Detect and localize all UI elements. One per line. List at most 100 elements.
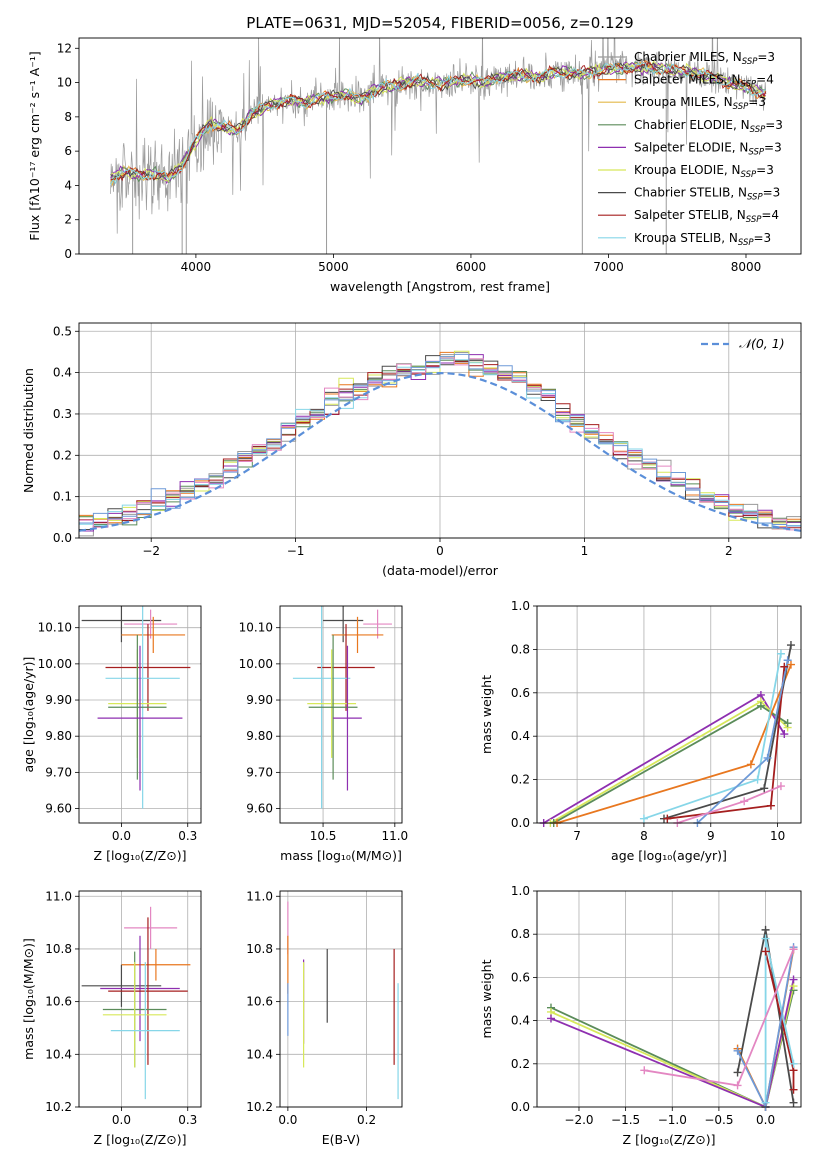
y-tick-label: 0.4 bbox=[511, 1014, 530, 1028]
y-tick-label: 9.90 bbox=[45, 693, 72, 707]
x-tick-label: −0.5 bbox=[704, 1113, 733, 1127]
x-tick-label: 1 bbox=[581, 544, 589, 558]
weight-line bbox=[677, 785, 782, 823]
x-tick-label: 0.3 bbox=[178, 829, 197, 843]
weight-point bbox=[663, 814, 672, 823]
axes-frame bbox=[78, 890, 202, 1108]
histogram-step bbox=[79, 358, 801, 529]
y-tick-label: 0.2 bbox=[511, 773, 530, 787]
weight-point bbox=[756, 701, 765, 710]
axes-frame bbox=[78, 322, 802, 539]
y-tick-label: 9.70 bbox=[246, 765, 273, 779]
weight-point bbox=[780, 730, 789, 739]
y-tick-label: 0.8 bbox=[511, 927, 530, 941]
y-tick-label: 6 bbox=[64, 144, 72, 158]
axes-frame bbox=[279, 605, 403, 824]
y-tick-label: 0.6 bbox=[511, 970, 530, 984]
x-tick-label: 10 bbox=[770, 829, 785, 843]
y-tick-label: 9.80 bbox=[246, 729, 273, 743]
model-line-kroupa-elodie bbox=[110, 60, 767, 182]
y-axis-label: mass weight bbox=[479, 959, 494, 1038]
weight-line bbox=[736, 947, 795, 1107]
weight-point bbox=[776, 649, 785, 658]
weight-point bbox=[753, 775, 762, 784]
legend-label: Salpeter MILES, NSSP=4 bbox=[634, 73, 774, 90]
normal-curve bbox=[79, 371, 801, 532]
x-tick-label: −1.5 bbox=[611, 1113, 640, 1127]
x-tick-label: −2 bbox=[142, 544, 160, 558]
y-tick-label: 10.4 bbox=[45, 1047, 72, 1061]
plot-area bbox=[81, 906, 191, 1100]
y-tick-label: 9.90 bbox=[246, 693, 273, 707]
legend-label: Salpeter STELIB, NSSP=4 bbox=[634, 208, 779, 225]
legend: 𝒩(0, 1) bbox=[701, 336, 785, 351]
x-tick-label: 6000 bbox=[456, 260, 487, 274]
y-axis-label: age [log₁₀(age/yr)] bbox=[21, 657, 36, 773]
y-axis-label: mass weight bbox=[479, 675, 494, 754]
x-tick-label: 0.0 bbox=[756, 1113, 775, 1127]
y-tick-label: 0.2 bbox=[511, 1057, 530, 1071]
chart-panel-7: −2.0 −1.5 −1.0 −0.5 0.0 0.0 0.2 0.4 0.6 0.8 1.0 Z [… bbox=[479, 884, 802, 1147]
weight-point bbox=[789, 1059, 798, 1068]
y-tick-label: 10.4 bbox=[246, 1047, 273, 1061]
y-tick-label: 10.8 bbox=[45, 942, 72, 956]
y-tick-label: 11.0 bbox=[246, 889, 273, 903]
plot-area bbox=[292, 606, 392, 809]
y-tick-label: 0.3 bbox=[53, 407, 72, 421]
weight-point bbox=[786, 641, 795, 650]
weight-point bbox=[740, 797, 749, 806]
y-tick-label: 9.60 bbox=[45, 802, 72, 816]
legend-label: Chabrier STELIB, NSSP=3 bbox=[634, 186, 780, 203]
weight-point bbox=[760, 784, 769, 793]
y-tick-label: 10 bbox=[57, 76, 72, 90]
y-tick-label: 10.6 bbox=[45, 995, 72, 1009]
chart-panel-0: 4000 5000 6000 7000 8000 0 2 4 6 8 10 12 wavelength … bbox=[27, 37, 802, 294]
legend-label: 𝒩(0, 1) bbox=[739, 336, 785, 351]
y-tick-label: 10.00 bbox=[38, 657, 72, 671]
legend-label: Kroupa ELODIE, NSSP=3 bbox=[634, 163, 774, 180]
weight-point bbox=[789, 1085, 798, 1094]
x-tick-label: 11.0 bbox=[381, 829, 408, 843]
y-axis-label: Flux [fλ10⁻¹⁷ erg cm⁻² s⁻¹ A⁻¹] bbox=[27, 51, 42, 240]
y-tick-label: 0.8 bbox=[511, 642, 530, 656]
x-axis-label: Z [log₁₀(Z/Z⊙)] bbox=[623, 1132, 716, 1147]
x-tick-label: 4000 bbox=[181, 260, 212, 274]
chart-panel-5: 0.0 0.3 10.2 10.4 10.6 10.8 11.0 Z [log₁₀(Z/Z⊙)… bbox=[21, 889, 202, 1147]
x-tick-label: 8 bbox=[640, 829, 648, 843]
weight-point bbox=[789, 975, 798, 984]
weight-point bbox=[776, 782, 785, 791]
x-tick-label: −2.0 bbox=[564, 1113, 593, 1127]
legend-label: Chabrier MILES, NSSP=3 bbox=[634, 50, 775, 67]
x-axis-label: (data-model)/error bbox=[382, 563, 499, 578]
weight-point bbox=[640, 1066, 649, 1075]
legend-label: Salpeter ELODIE, NSSP=3 bbox=[634, 140, 782, 157]
y-tick-label: 10.10 bbox=[239, 621, 273, 635]
x-tick-label: −1.0 bbox=[658, 1113, 687, 1127]
y-tick-label: 1.0 bbox=[511, 599, 530, 613]
x-tick-label: −1 bbox=[287, 544, 305, 558]
y-tick-label: 0.0 bbox=[511, 816, 530, 830]
plot-area bbox=[287, 901, 399, 1100]
x-axis-label: Z [log₁₀(Z/Z⊙)] bbox=[94, 1132, 187, 1147]
y-tick-label: 0.5 bbox=[53, 324, 72, 338]
x-axis-label: age [log₁₀(age/yr)] bbox=[611, 848, 727, 863]
weight-point bbox=[761, 947, 770, 956]
chart-panel-3: 10.5 11.0 9.60 9.70 9.80 9.90 10.00 10.10 mass [… bbox=[239, 605, 408, 863]
axes-frame bbox=[78, 37, 802, 255]
axes-frame bbox=[536, 890, 802, 1108]
plot-area bbox=[543, 644, 792, 823]
weight-point bbox=[733, 1081, 742, 1090]
x-tick-label: 0.0 bbox=[112, 829, 131, 843]
x-tick-label: 0.2 bbox=[357, 1113, 376, 1127]
axes-frame bbox=[536, 605, 802, 824]
model-line-salpeter-stelib bbox=[110, 61, 767, 182]
y-tick-label: 12 bbox=[57, 41, 72, 55]
y-tick-label: 11.0 bbox=[45, 889, 72, 903]
y-tick-label: 2 bbox=[64, 213, 72, 227]
plot-area bbox=[110, 38, 767, 254]
weight-point bbox=[780, 662, 789, 671]
weight-point bbox=[746, 760, 755, 769]
x-axis-label: wavelength [Angstrom, rest frame] bbox=[330, 279, 550, 294]
histogram-step bbox=[79, 353, 801, 527]
